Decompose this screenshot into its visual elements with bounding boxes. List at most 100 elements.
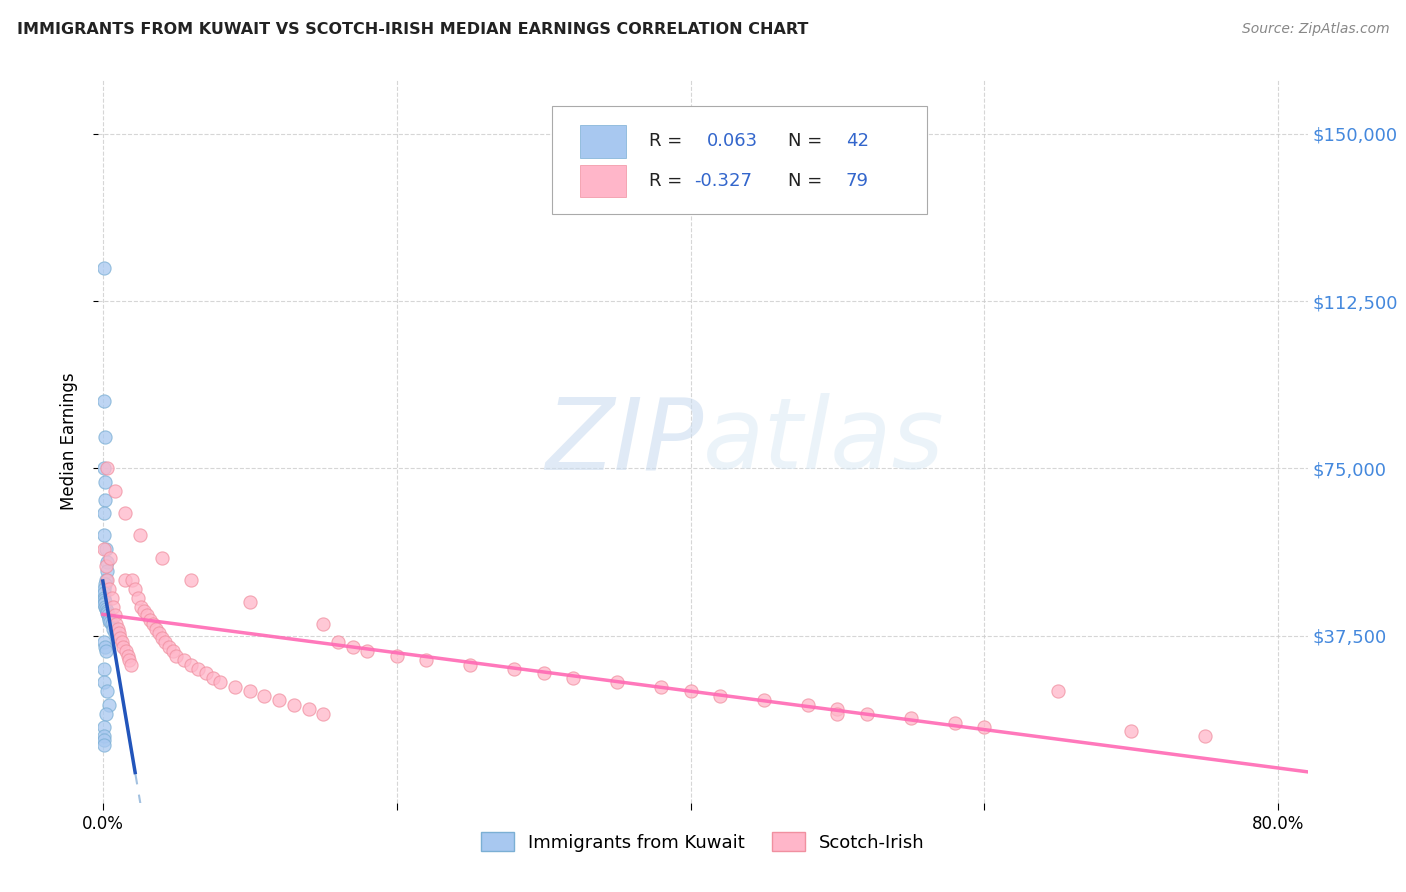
Point <box>503 662 526 676</box>
Point <box>356 644 378 658</box>
Point <box>93 582 115 596</box>
Point <box>93 591 115 605</box>
Point <box>93 733 115 747</box>
Point <box>93 506 115 520</box>
Point <box>115 644 138 658</box>
Point <box>94 602 117 616</box>
Point <box>96 573 118 587</box>
Point <box>101 622 124 636</box>
Point <box>114 506 136 520</box>
Point <box>98 615 121 630</box>
Text: Source: ZipAtlas.com: Source: ZipAtlas.com <box>1241 22 1389 37</box>
Point <box>606 675 628 690</box>
Point <box>180 573 202 587</box>
Text: 79: 79 <box>845 172 869 190</box>
Point <box>93 430 115 444</box>
Point <box>97 582 120 596</box>
Point <box>1194 729 1216 743</box>
Point <box>312 617 335 632</box>
Point <box>148 626 170 640</box>
Point <box>97 608 120 623</box>
Point <box>283 698 305 712</box>
Point <box>121 573 143 587</box>
Point <box>239 595 262 609</box>
Point <box>100 617 122 632</box>
Text: N =: N = <box>787 132 828 150</box>
Text: R =: R = <box>648 172 688 190</box>
Point <box>342 640 364 654</box>
Point <box>111 635 134 649</box>
Y-axis label: Median Earnings: Median Earnings <box>59 373 77 510</box>
Point <box>194 666 217 681</box>
Point <box>135 608 157 623</box>
Point <box>1046 684 1069 698</box>
Point <box>94 573 117 587</box>
Text: 0.063: 0.063 <box>707 132 758 150</box>
Point <box>224 680 246 694</box>
Point <box>93 738 115 752</box>
Point <box>94 599 117 614</box>
Point <box>98 550 121 565</box>
Point <box>326 635 349 649</box>
Point <box>93 586 115 600</box>
Point <box>533 666 555 681</box>
Point <box>132 604 155 618</box>
Point <box>173 653 195 667</box>
Point <box>96 607 118 621</box>
Point <box>100 591 122 605</box>
Text: N =: N = <box>787 172 828 190</box>
Point <box>93 729 115 743</box>
Point <box>96 461 118 475</box>
Point <box>157 640 180 654</box>
FancyBboxPatch shape <box>579 125 626 158</box>
Point <box>312 706 335 721</box>
Point <box>94 492 117 507</box>
Point <box>150 550 173 565</box>
Point <box>107 622 129 636</box>
Point <box>94 541 117 556</box>
Point <box>97 611 120 625</box>
Point <box>145 622 167 636</box>
Point <box>562 671 585 685</box>
Point <box>93 662 115 676</box>
Point <box>385 648 408 663</box>
Point <box>1121 724 1143 739</box>
Point <box>93 461 115 475</box>
Point <box>117 648 139 663</box>
Point <box>180 657 202 672</box>
Point <box>94 475 117 489</box>
Point <box>94 706 117 721</box>
Text: IMMIGRANTS FROM KUWAIT VS SCOTCH-IRISH MEDIAN EARNINGS CORRELATION CHART: IMMIGRANTS FROM KUWAIT VS SCOTCH-IRISH M… <box>17 22 808 37</box>
Point <box>900 711 922 725</box>
Point <box>679 684 702 698</box>
Point <box>94 559 117 574</box>
Point <box>93 595 115 609</box>
Point <box>103 626 125 640</box>
Point <box>96 564 118 578</box>
Point <box>209 675 232 690</box>
Point <box>101 599 124 614</box>
Point <box>253 689 276 703</box>
Point <box>96 684 118 698</box>
Point <box>94 644 117 658</box>
Text: ZIP: ZIP <box>544 393 703 490</box>
Point <box>96 604 118 618</box>
Legend: Immigrants from Kuwait, Scotch-Irish: Immigrants from Kuwait, Scotch-Irish <box>474 825 932 859</box>
Point <box>415 653 437 667</box>
Point <box>150 631 173 645</box>
Point <box>269 693 291 707</box>
Point <box>93 260 115 275</box>
Point <box>93 528 115 542</box>
Point <box>139 613 162 627</box>
Point <box>162 644 184 658</box>
Point <box>114 573 136 587</box>
Point <box>153 635 176 649</box>
Point <box>94 640 117 654</box>
Point <box>187 662 209 676</box>
Point <box>165 648 187 663</box>
Point <box>297 702 319 716</box>
Point <box>93 394 115 409</box>
Point <box>93 635 115 649</box>
Point <box>103 608 125 623</box>
Point <box>120 657 142 672</box>
